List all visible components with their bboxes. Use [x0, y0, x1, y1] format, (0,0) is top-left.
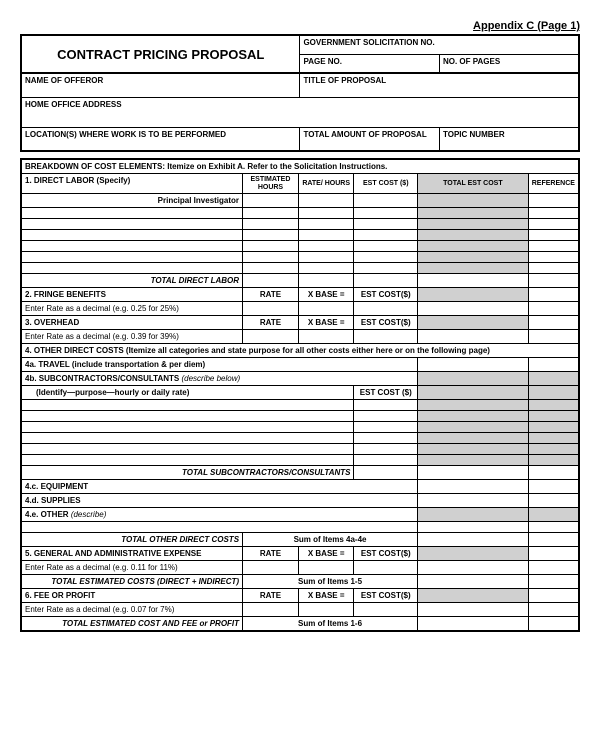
sum-4a-4e: Sum of Items 4a-4e	[243, 533, 418, 547]
s4b-sub: 4b. SUBCONTRACTORS/CONSULTANTS (describe…	[21, 372, 418, 386]
s2-fringe: 2. FRINGE BENEFITS	[21, 288, 243, 302]
enter-11: Enter Rate as a decimal (e.g. 0.11 for 1…	[21, 561, 243, 575]
locations: LOCATION(S) WHERE WORK IS TO BE PERFORME…	[21, 127, 300, 151]
col-rate-hours: RATE/ HOURS	[298, 174, 354, 194]
no-of-pages: NO. OF PAGES	[439, 54, 579, 73]
col-est-hours: ESTIMATED HOURS	[243, 174, 299, 194]
total-est-di: TOTAL ESTIMATED COSTS (DIRECT + INDIRECT…	[21, 575, 243, 589]
enter-07: Enter Rate as a decimal (e.g. 0.07 for 7…	[21, 603, 243, 617]
enter-39: Enter Rate as a decimal (e.g. 0.39 for 3…	[21, 330, 243, 344]
sum-1-6: Sum of Items 1-6	[243, 617, 418, 632]
total-amount-proposal: TOTAL AMOUNT OF PROPOSAL	[300, 127, 440, 151]
s3-overhead: 3. OVERHEAD	[21, 316, 243, 330]
total-other-direct: TOTAL OTHER DIRECT COSTS	[21, 533, 243, 547]
s4a-travel: 4a. TRAVEL (include transportation & per…	[21, 358, 418, 372]
title-of-proposal: TITLE OF PROPOSAL	[300, 73, 579, 97]
s1-direct-labor: 1. DIRECT LABOR (Specify)	[21, 174, 243, 194]
col-reference: REFERENCE	[528, 174, 579, 194]
name-of-offeror: NAME OF OFFEROR	[21, 73, 300, 97]
total-est-cost-fee: TOTAL ESTIMATED COST AND FEE or PROFIT	[21, 617, 243, 632]
col-total-est-cost: TOTAL EST COST	[418, 174, 529, 194]
s4c-equipment: 4.c. EQUIPMENT	[21, 480, 418, 494]
page-no: PAGE NO.	[300, 54, 440, 73]
form-title: CONTRACT PRICING PROPOSAL	[21, 35, 300, 73]
breakdown-heading: BREAKDOWN OF COST ELEMENTS: Itemize on E…	[21, 159, 579, 174]
enter-25: Enter Rate as a decimal (e.g. 0.25 for 2…	[21, 302, 243, 316]
s6-fee: 6. FEE OR PROFIT	[21, 589, 243, 603]
s4e-other: 4.e. OTHER (describe)	[21, 508, 418, 522]
total-subcontractors: TOTAL SUBCONTRACTORS/CONSULTANTS	[21, 466, 354, 480]
appendix-label: Appendix C (Page 1)	[20, 20, 580, 32]
identify-row: (Identify—purpose—hourly or daily rate)	[21, 386, 354, 400]
topic-number: TOPIC NUMBER	[439, 127, 579, 151]
col-est-cost: EST COST ($)	[354, 174, 418, 194]
s4d-supplies: 4.d. SUPPLIES	[21, 494, 418, 508]
header-table: CONTRACT PRICING PROPOSAL GOVERNMENT SOL…	[20, 34, 580, 152]
s4-other-direct: 4. OTHER DIRECT COSTS (Itemize all categ…	[21, 344, 579, 358]
gov-solicitation: GOVERNMENT SOLICITATION NO.	[300, 35, 579, 54]
home-office-address: HOME OFFICE ADDRESS	[21, 97, 579, 127]
s5-ga: 5. GENERAL AND ADMINISTRATIVE EXPENSE	[21, 547, 243, 561]
total-direct-labor: TOTAL DIRECT LABOR	[21, 274, 243, 288]
sum-1-5: Sum of Items 1-5	[243, 575, 418, 589]
pi-row: Principal Investigator	[21, 194, 243, 208]
breakdown-table: BREAKDOWN OF COST ELEMENTS: Itemize on E…	[20, 158, 580, 632]
